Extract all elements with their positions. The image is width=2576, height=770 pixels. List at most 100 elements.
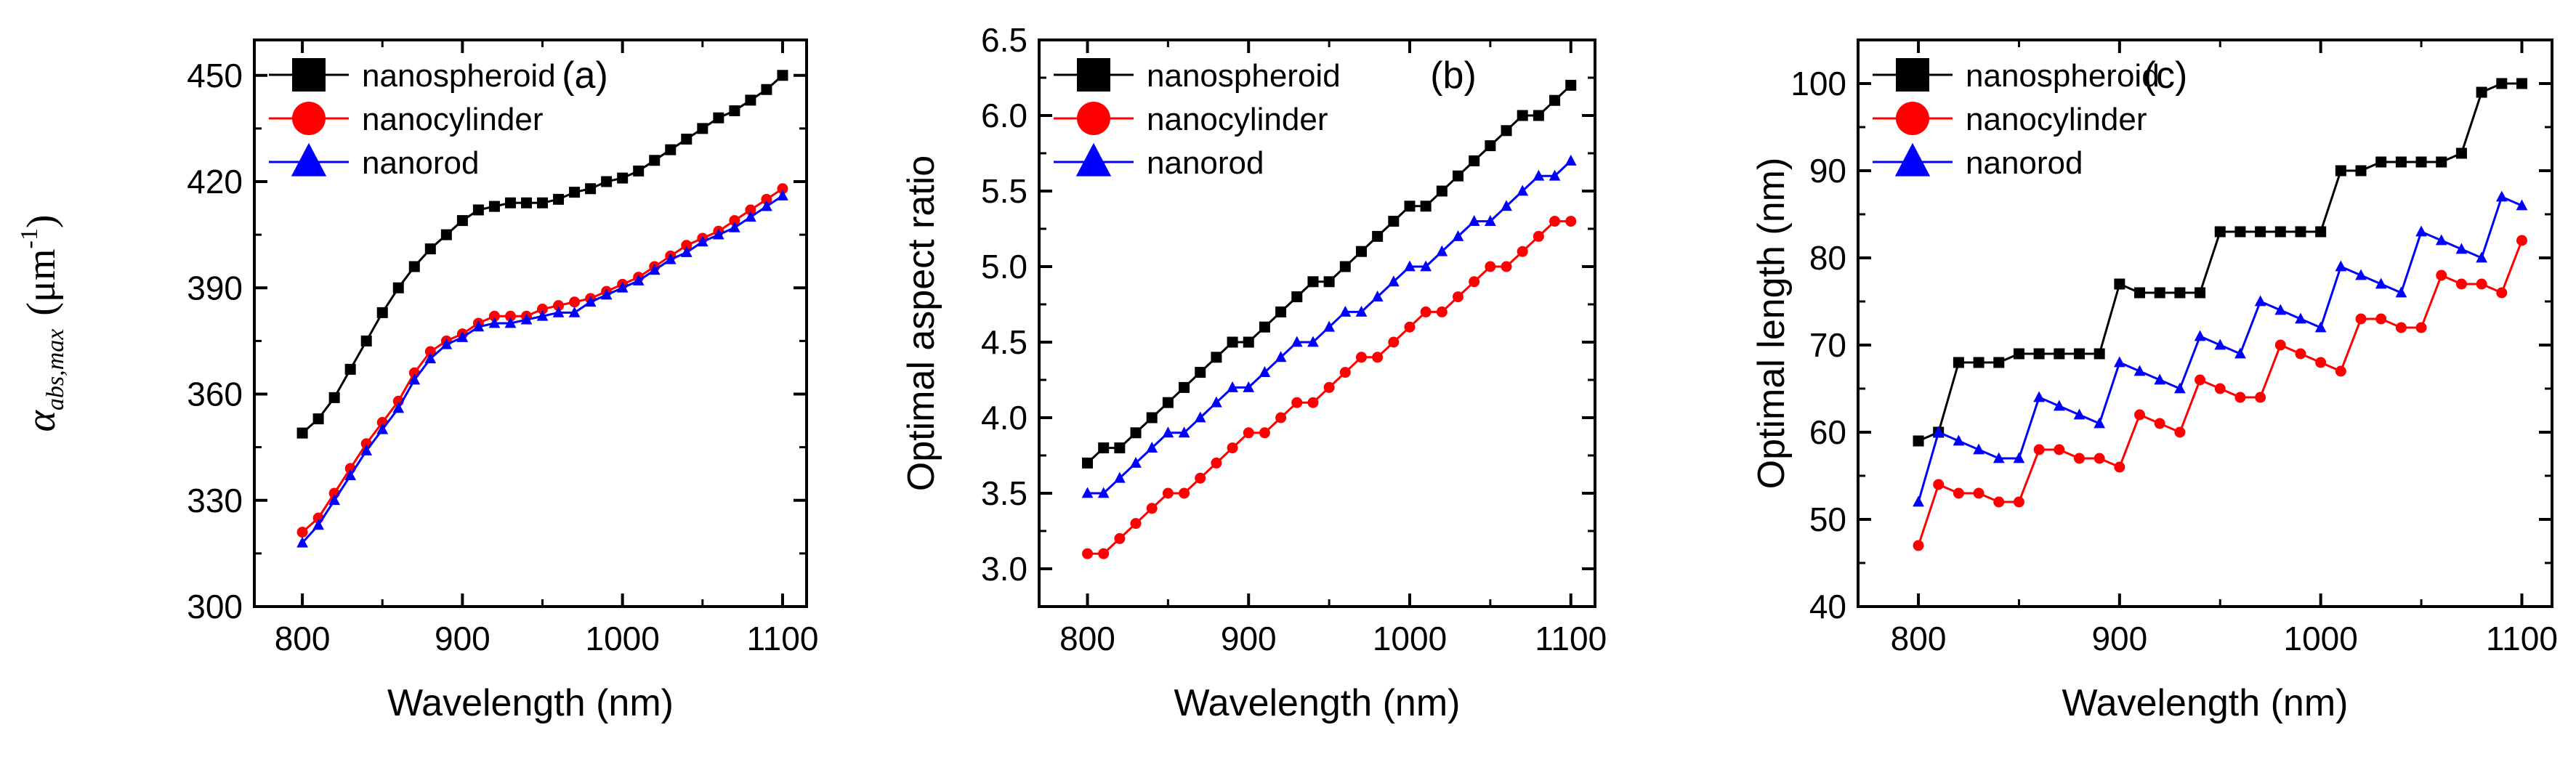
data-point-nanospheroid — [537, 197, 549, 208]
data-point-nanorod — [1932, 426, 1945, 437]
data-point-nanorod — [680, 246, 693, 257]
data-point-nanospheroid — [1243, 336, 1254, 348]
data-point-nanospheroid — [1291, 291, 1303, 303]
y-tick-label: 4.5 — [981, 323, 1027, 361]
data-point-nanocylinder — [553, 300, 565, 312]
x-tick-label: 1000 — [585, 620, 659, 657]
data-point-nanorod — [456, 331, 469, 342]
data-point-nanocylinder — [1993, 496, 2005, 508]
data-point-nanospheroid — [504, 197, 516, 208]
data-point-nanocylinder — [1453, 291, 1464, 303]
data-point-nanorod — [728, 221, 740, 232]
data-point-nanospheroid — [585, 183, 597, 195]
data-point-nanocylinder — [1420, 306, 1432, 317]
x-tick-label: 800 — [1891, 620, 1947, 657]
data-point-nanorod — [712, 228, 724, 240]
y-tick-label: 50 — [1809, 500, 1846, 538]
data-point-nanospheroid — [1436, 185, 1448, 197]
data-point-nanospheroid — [2134, 287, 2146, 299]
legend-marker-nanocylinder — [1896, 102, 1929, 135]
data-point-nanospheroid — [312, 413, 324, 425]
data-point-nanospheroid — [1259, 321, 1270, 333]
data-point-nanospheroid — [2315, 226, 2327, 238]
data-point-nanocylinder — [2496, 287, 2508, 299]
data-point-nanospheroid — [2295, 226, 2306, 238]
data-point-nanospheroid — [1227, 336, 1238, 348]
data-point-nanospheroid — [2114, 278, 2125, 290]
data-point-nanorod — [2495, 190, 2508, 202]
data-point-nanorod — [1307, 336, 1319, 347]
y-tick-label: 5.5 — [981, 172, 1027, 210]
x-tick-label: 1100 — [1535, 620, 1607, 657]
data-point-nanospheroid — [2234, 226, 2246, 238]
data-point-nanospheroid — [2335, 165, 2346, 177]
data-point-nanorod — [296, 536, 308, 548]
data-point-nanocylinder — [2295, 348, 2306, 360]
data-point-nanospheroid — [1388, 216, 1400, 227]
data-point-nanospheroid — [665, 144, 677, 155]
legend-marker-nanospheroid — [1896, 58, 1929, 92]
data-point-nanospheroid — [729, 105, 740, 116]
data-point-nanocylinder — [745, 204, 756, 216]
legend-marker-nanocylinder — [292, 102, 326, 135]
data-point-nanocylinder — [1179, 487, 1190, 499]
data-point-nanorod — [1484, 215, 1496, 227]
y-tick-label: 40 — [1809, 588, 1846, 625]
legend-label-nanocylinder: nanocylinder — [1147, 102, 1328, 137]
series-nanocylinder — [1913, 235, 2527, 551]
series-nanorod — [1081, 154, 1577, 498]
data-point-nanospheroid — [2274, 226, 2286, 238]
data-point-nanocylinder — [1291, 397, 1303, 408]
y-tick-label: 6.0 — [981, 97, 1027, 134]
data-point-nanocylinder — [1404, 321, 1416, 333]
data-point-nanospheroid — [328, 392, 340, 403]
data-point-nanospheroid — [1549, 94, 1561, 106]
data-point-nanocylinder — [681, 240, 693, 251]
data-point-nanospheroid — [681, 134, 693, 145]
legend-label-nanocylinder: nanocylinder — [1966, 102, 2147, 137]
y-tick-label: 70 — [1809, 326, 1846, 364]
data-point-nanospheroid — [1323, 276, 1335, 288]
legend-marker-nanocylinder — [1077, 102, 1110, 135]
data-point-nanospheroid — [1913, 435, 1924, 447]
data-point-nanocylinder — [1565, 216, 1577, 227]
data-point-nanospheroid — [2154, 287, 2165, 299]
data-point-nanocylinder — [424, 346, 436, 357]
data-point-nanocylinder — [1227, 442, 1238, 454]
data-point-nanocylinder — [2516, 235, 2527, 246]
legend-label-nanorod: nanorod — [1147, 145, 1264, 181]
plot-frame — [1857, 38, 2553, 608]
data-point-nanocylinder — [1339, 367, 1351, 378]
x-tick-label: 1000 — [1373, 620, 1447, 657]
data-point-nanorod — [2033, 391, 2046, 402]
data-point-nanorod — [1992, 452, 2005, 463]
data-point-nanospheroid — [633, 165, 645, 177]
data-point-nanospheroid — [1501, 125, 1512, 137]
data-point-nanorod — [777, 189, 788, 200]
data-point-nanorod — [2013, 452, 2025, 463]
data-point-nanocylinder — [1195, 472, 1206, 484]
legend-label-nanorod: nanorod — [362, 145, 479, 181]
data-point-nanocylinder — [2214, 383, 2226, 394]
data-point-nanocylinder — [1243, 427, 1254, 439]
data-point-nanospheroid — [376, 307, 388, 318]
y-tick-label: 360 — [187, 376, 243, 413]
data-point-nanocylinder — [2234, 392, 2246, 403]
y-axis-unit-close: ) — [19, 214, 64, 228]
data-point-nanospheroid — [408, 261, 420, 272]
data-point-nanorod — [376, 423, 389, 434]
data-point-nanorod — [2516, 199, 2528, 211]
data-point-nanospheroid — [1130, 427, 1142, 439]
data-point-nanorod — [1178, 426, 1190, 438]
data-point-nanospheroid — [1162, 397, 1174, 408]
x-tick-label: 800 — [275, 620, 331, 657]
series-line-nanorod — [301, 195, 783, 544]
data-point-nanocylinder — [2455, 278, 2467, 290]
y-axis-unit-sup: -1 — [16, 228, 43, 248]
data-point-nanocylinder — [1211, 457, 1222, 469]
data-point-nanorod — [745, 211, 756, 222]
data-point-nanorod — [616, 281, 629, 293]
data-point-nanospheroid — [2496, 78, 2508, 89]
y-tick-label: 330 — [187, 482, 243, 519]
